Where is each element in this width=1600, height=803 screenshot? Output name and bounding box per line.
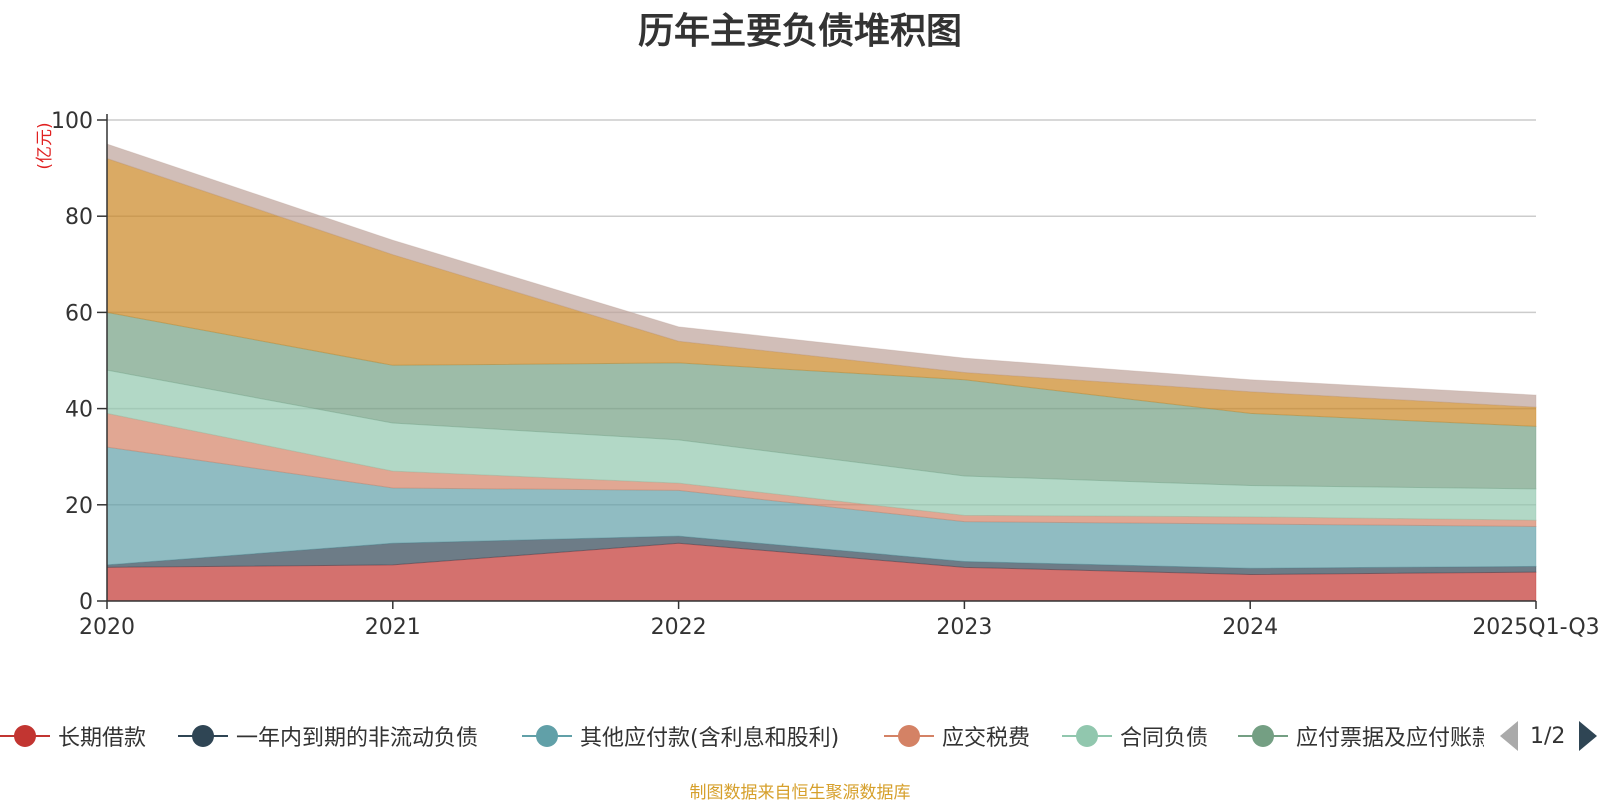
chart-plot: 0 20 40 60 80 100 2020 2021 2022 2023 2024 2025Q1-Q…	[35, 109, 1600, 640]
y-tick-label: 20	[65, 494, 93, 519]
legend-item-contract-liabilities[interactable]: 合同负债	[1062, 716, 1208, 756]
legend-next-page-icon[interactable]	[1579, 721, 1598, 751]
legend-item-current-noncurrent-liabilities[interactable]: 一年内到期的非流动负债	[178, 716, 478, 756]
legend-item-notes-accounts-payable[interactable]: 应付票据及应付账款	[1238, 716, 1484, 756]
legend-marker-icon	[522, 716, 572, 756]
y-tick-label: 100	[51, 109, 93, 134]
legend-label: 长期借款	[58, 726, 147, 751]
legend-prev-page-icon[interactable]	[1500, 721, 1518, 751]
legend-label: 一年内到期的非流动负债	[236, 726, 479, 751]
legend-page-indicator: 1/2	[1530, 723, 1566, 749]
legend-label: 应交税费	[942, 726, 1031, 751]
legend-marker-icon	[1238, 716, 1288, 756]
x-tick-label: 2020	[79, 615, 135, 640]
y-tick-label: 40	[65, 398, 93, 423]
legend-label: 应付票据及应付账款	[1296, 726, 1484, 751]
legend-marker-icon	[0, 716, 50, 756]
legend-item-long-term-loans[interactable]: 长期借款	[0, 716, 146, 756]
legend-item-other-payables[interactable]: 其他应付款(含利息和股利)	[522, 716, 839, 756]
chart-title: 历年主要负债堆积图	[637, 11, 962, 52]
legend-label: 其他应付款(含利息和股利)	[580, 726, 840, 751]
x-tick-label: 2024	[1222, 615, 1278, 640]
legend: 长期借款 一年内到期的非流动负债 其他应付款(含利息和股利) 应交税费 合同负债	[0, 716, 1600, 756]
source-note: 制图数据来自恒生聚源数据库	[689, 783, 911, 803]
legend-marker-icon	[178, 716, 228, 756]
x-tick-label: 2025Q1-Q3	[1472, 615, 1599, 640]
x-tick-label: 2023	[936, 615, 992, 640]
y-tick-label: 80	[65, 205, 93, 230]
y-tick-label: 60	[65, 301, 93, 326]
y-tick-label: 0	[79, 590, 93, 615]
area-series-7[interactable]	[106, 143, 1537, 408]
legend-pager: 1/2	[1500, 716, 1598, 756]
x-tick-label: 2022	[651, 615, 707, 640]
legend-marker-icon	[1062, 716, 1112, 756]
y-axis-unit-label: (亿元)	[35, 122, 55, 169]
x-tick-label: 2021	[365, 615, 421, 640]
legend-label: 合同负债	[1120, 726, 1209, 751]
legend-marker-icon	[884, 716, 934, 756]
legend-item-taxes-payable[interactable]: 应交税费	[884, 716, 1030, 756]
